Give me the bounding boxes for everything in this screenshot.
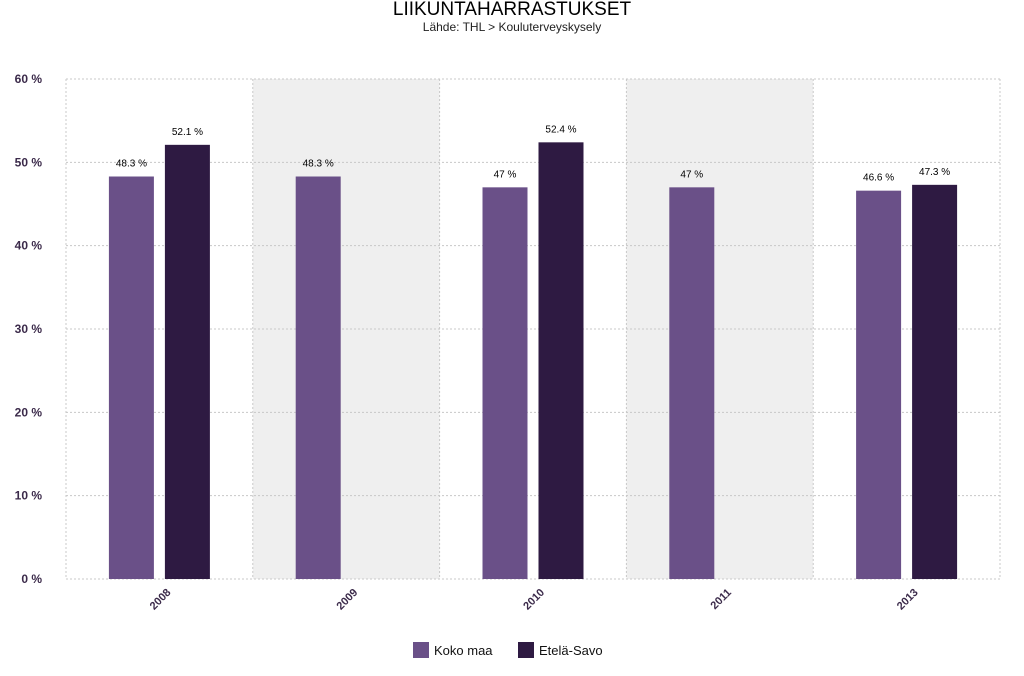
y-tick-label: 10 % [15,489,43,503]
legend: Koko maa Etelä-Savo [413,642,603,658]
data-label: 47 % [494,169,517,180]
bar [669,187,715,580]
bar [295,176,341,579]
bar [538,142,584,580]
legend-swatch [518,642,534,658]
legend-label: Koko maa [434,643,493,658]
grid-lines [65,78,1001,580]
x-tick-label: 2013 [895,587,921,613]
bars [108,142,958,580]
data-label: 48.3 % [116,159,147,170]
y-tick-label: 30 % [15,322,43,336]
data-label: 52.1 % [172,127,203,138]
chart-subtitle: Lähde: THL > Kouluterveyskysely [423,20,601,34]
y-tick-label: 40 % [15,239,43,253]
legend-label: Etelä-Savo [539,643,603,658]
x-tick-label: 2010 [521,587,547,613]
y-axis-ticks: 0 % 10 % 20 % 30 % 40 % 50 % 60 % [15,72,43,586]
data-label: 47 % [680,169,703,180]
bar [912,184,958,580]
y-tick-label: 50 % [15,155,43,169]
x-axis-ticks: 2008 2009 2010 2011 2013 [148,587,921,613]
data-label: 48.3 % [303,159,334,170]
bar [856,190,902,579]
chart-title: LIIKUNTAHARRASTUKSET [393,0,632,20]
y-tick-label: 0 % [21,572,42,586]
bar [164,144,210,580]
x-tick-label: 2009 [335,587,361,613]
x-tick-label: 2011 [709,587,734,612]
data-label: 47.3 % [919,167,950,178]
x-tick-label: 2008 [148,587,174,613]
legend-swatch [413,642,429,658]
y-tick-label: 20 % [15,405,43,419]
bar [108,176,154,579]
bar [482,187,528,580]
data-labels: 48.3 % 52.1 % 48.3 % 47 % 52.4 % 47 % 46.6 % 47… [116,124,950,183]
data-label: 46.6 % [863,173,894,184]
data-label: 52.4 % [545,124,576,135]
y-tick-label: 60 % [15,72,43,86]
